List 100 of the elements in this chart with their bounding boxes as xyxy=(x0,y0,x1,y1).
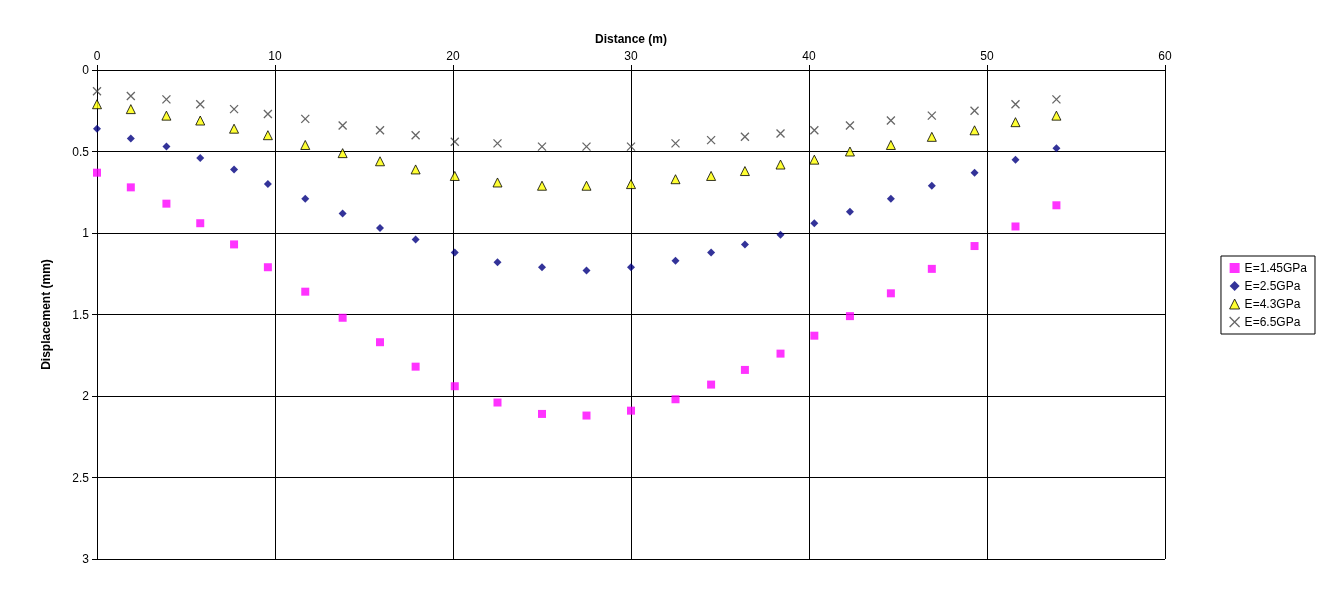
x-tick-label: 50 xyxy=(980,49,994,63)
point xyxy=(492,138,503,148)
point xyxy=(338,209,347,218)
point xyxy=(92,86,102,96)
point xyxy=(411,235,420,244)
x-tick-label: 0 xyxy=(93,49,101,63)
point xyxy=(927,110,937,121)
point xyxy=(300,114,310,124)
point xyxy=(450,382,459,391)
point xyxy=(627,406,635,415)
point xyxy=(263,263,272,272)
point xyxy=(1051,94,1062,104)
point xyxy=(775,159,786,170)
x-axis-title: Distance (m) xyxy=(594,32,668,47)
y-tick-label: 0.5 xyxy=(72,144,90,159)
point xyxy=(626,179,636,190)
point xyxy=(229,104,239,114)
point xyxy=(740,132,750,142)
legend-label: E=4.3GPa xyxy=(1244,297,1301,311)
point xyxy=(162,142,171,151)
point xyxy=(1011,222,1020,231)
point xyxy=(262,130,273,141)
point xyxy=(776,349,785,358)
y-tick-label: 1 xyxy=(82,226,90,240)
point xyxy=(1051,110,1062,121)
point xyxy=(493,258,502,267)
legend-label: E=2.5GPa xyxy=(1244,279,1301,293)
point xyxy=(970,242,979,251)
point xyxy=(740,365,749,374)
point xyxy=(1052,201,1061,210)
point xyxy=(740,240,749,249)
point xyxy=(538,263,546,272)
point xyxy=(411,362,420,371)
point xyxy=(969,106,980,116)
point xyxy=(1011,155,1020,164)
point xyxy=(125,104,136,115)
point xyxy=(706,135,716,145)
point xyxy=(410,164,421,175)
point xyxy=(670,138,681,148)
point xyxy=(885,139,896,150)
point xyxy=(161,94,172,104)
point xyxy=(926,131,937,142)
y-tick-label: 0 xyxy=(82,63,90,77)
point xyxy=(449,170,460,181)
point xyxy=(927,264,936,273)
point xyxy=(581,141,592,152)
point xyxy=(376,338,385,347)
point xyxy=(670,174,681,185)
point xyxy=(375,156,386,167)
point xyxy=(810,219,819,228)
point xyxy=(337,148,348,159)
point xyxy=(162,199,171,208)
point xyxy=(809,125,819,135)
point xyxy=(126,91,136,101)
y-tick-label: 3 xyxy=(82,552,90,566)
point xyxy=(337,120,348,131)
point xyxy=(195,99,205,109)
point xyxy=(410,130,421,140)
point xyxy=(196,154,205,163)
point xyxy=(1010,117,1021,128)
point xyxy=(126,134,135,143)
point xyxy=(263,109,273,119)
point xyxy=(810,331,819,340)
point xyxy=(886,194,895,203)
point xyxy=(707,248,716,257)
point xyxy=(230,165,239,174)
point xyxy=(627,263,635,272)
point xyxy=(93,168,101,177)
point xyxy=(300,139,311,150)
point xyxy=(776,230,785,239)
x-tick-label: 20 xyxy=(446,49,460,63)
point xyxy=(775,128,786,139)
point xyxy=(886,289,895,298)
point xyxy=(809,154,820,165)
point xyxy=(537,180,547,191)
point xyxy=(706,170,717,181)
point xyxy=(1010,99,1021,109)
x-tick-label: 40 xyxy=(802,49,816,63)
point xyxy=(93,124,101,133)
point xyxy=(450,248,459,257)
point xyxy=(844,146,855,157)
point xyxy=(845,312,854,321)
point xyxy=(845,207,854,216)
point xyxy=(195,115,206,126)
point xyxy=(886,115,896,126)
point xyxy=(707,380,716,389)
legend-label: E=6.5GPa xyxy=(1244,315,1301,329)
x-tick-label: 30 xyxy=(624,49,638,63)
point xyxy=(450,137,460,147)
y-tick-label: 2 xyxy=(82,389,90,403)
legend-label: E=1.45GPa xyxy=(1244,261,1308,275)
point xyxy=(196,219,205,228)
point xyxy=(493,398,502,407)
point xyxy=(338,313,347,322)
point xyxy=(581,180,592,191)
point xyxy=(582,411,591,420)
point xyxy=(970,168,979,177)
point xyxy=(537,141,547,152)
point xyxy=(301,287,310,296)
point xyxy=(739,166,750,177)
